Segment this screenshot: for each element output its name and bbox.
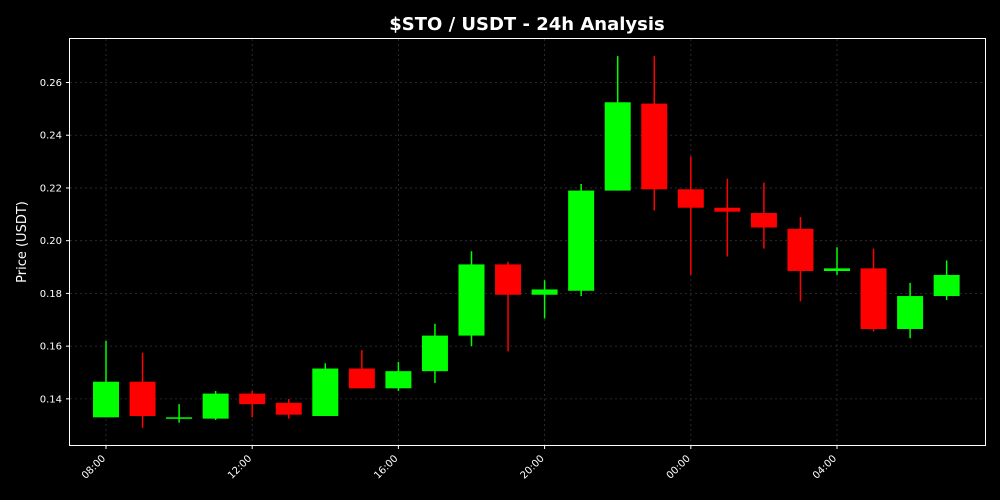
y-tick-label: 0.14 xyxy=(40,394,62,405)
candle-body xyxy=(641,103,668,190)
chart-title: $STO / USDT - 24h Analysis xyxy=(389,14,665,35)
y-tick-label: 0.24 xyxy=(40,131,62,142)
candle-body xyxy=(385,371,412,389)
candle-body xyxy=(495,264,522,295)
y-tick-label: 0.18 xyxy=(40,289,62,300)
candle-body xyxy=(202,393,229,419)
y-tick-label: 0.26 xyxy=(40,78,62,89)
candle-body xyxy=(860,268,887,329)
candle-body xyxy=(275,402,302,415)
candles xyxy=(93,56,960,428)
candle-body xyxy=(604,102,631,191)
candle-body xyxy=(568,190,595,291)
candle-body xyxy=(714,207,741,212)
candle-body xyxy=(787,228,814,271)
candle-body xyxy=(897,296,924,329)
candle-body xyxy=(750,213,777,228)
candle-body xyxy=(312,368,339,416)
candle-body xyxy=(677,189,704,208)
y-tick-label: 0.22 xyxy=(40,183,62,194)
candle-body xyxy=(129,381,156,416)
candle-body xyxy=(421,335,448,372)
candle-body xyxy=(239,393,266,405)
candle-body xyxy=(458,264,485,336)
y-axis-label: Price (USDT) xyxy=(15,201,30,283)
y-tick-label: 0.20 xyxy=(40,236,62,247)
candle-body xyxy=(93,381,119,418)
candle-body xyxy=(348,368,375,389)
candle-body xyxy=(531,289,558,295)
candle-body xyxy=(166,417,193,419)
y-tick-label: 0.16 xyxy=(40,342,62,353)
candle-body xyxy=(933,274,960,297)
candle-body xyxy=(824,268,850,271)
plot-area-frame xyxy=(69,38,986,446)
